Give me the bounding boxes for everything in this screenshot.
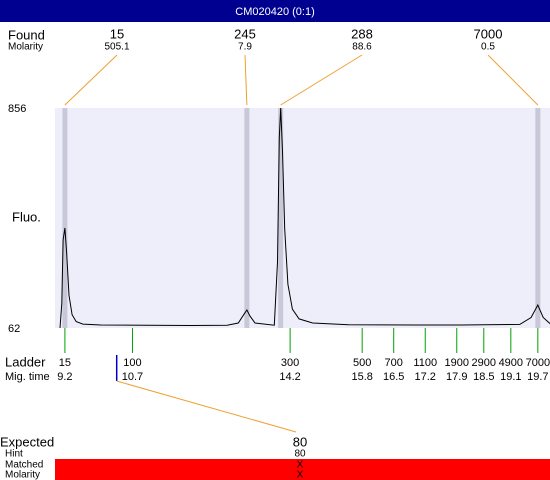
ladder-time: 19.1 [500, 371, 521, 383]
matched-label: Matched [5, 460, 43, 471]
ladder-size: 300 [281, 357, 299, 369]
expected-molarity: X [297, 470, 304, 480]
found-molarity: 7.9 [238, 42, 252, 53]
ladder-time: 17.9 [446, 371, 467, 383]
connector [64, 54, 118, 106]
ladder-size: 700 [385, 357, 403, 369]
chart-title: CM020420 (0:1) [235, 6, 315, 18]
ladder-size: 7000 [526, 357, 550, 369]
ladder-size: 4900 [499, 357, 523, 369]
found-size: 7000 [474, 26, 503, 41]
connector [116, 380, 297, 433]
found-molarity: 505.1 [104, 42, 129, 53]
mig-time-label: Mig. time [5, 371, 50, 383]
expected-molarity-label: Molarity [5, 470, 40, 480]
peak-band [535, 108, 541, 328]
ladder-label: Ladder [5, 354, 46, 369]
found-molarity: 88.6 [352, 42, 372, 53]
ladder-size: 15 [59, 357, 71, 369]
ladder-time: 14.2 [279, 371, 300, 383]
ladder-time: 10.7 [122, 371, 143, 383]
hint-value: 80 [294, 449, 306, 460]
matched-bar [55, 459, 550, 480]
ladder-time: 16.5 [383, 371, 404, 383]
peak-band [278, 108, 284, 328]
ladder-size: 1900 [445, 357, 469, 369]
found-size: 15 [110, 26, 124, 41]
molarity-label: Molarity [8, 42, 43, 53]
trace [59, 107, 550, 329]
ladder-size: 2900 [472, 357, 496, 369]
ladder-time: 15.8 [351, 371, 372, 383]
title-bar [0, 0, 550, 22]
plot-area [55, 108, 550, 328]
connector [487, 54, 539, 106]
matched-value: X [297, 460, 304, 471]
y-axis-label: Fluo. [12, 209, 41, 224]
ladder-size: 100 [123, 357, 141, 369]
expected-value: 80 [293, 434, 307, 449]
found-molarity: 0.5 [481, 42, 495, 53]
peak-band [244, 108, 250, 328]
connector [280, 54, 363, 106]
ladder-size: 1100 [413, 357, 437, 369]
hint-label: Hint [5, 449, 23, 460]
ladder-time: 9.2 [57, 371, 72, 383]
y-tick-label: 62 [8, 323, 20, 335]
found-label: Found [8, 27, 45, 42]
peak-band [62, 108, 68, 328]
found-size: 288 [351, 26, 373, 41]
found-size: 245 [234, 26, 256, 41]
y-tick-label: 856 [8, 103, 26, 115]
expected-label: Expected [0, 434, 54, 449]
ladder-time: 17.2 [415, 371, 436, 383]
ladder-time: 19.7 [527, 371, 548, 383]
connector [244, 54, 248, 106]
ladder-time: 18.5 [473, 371, 494, 383]
ladder-size: 500 [353, 357, 371, 369]
